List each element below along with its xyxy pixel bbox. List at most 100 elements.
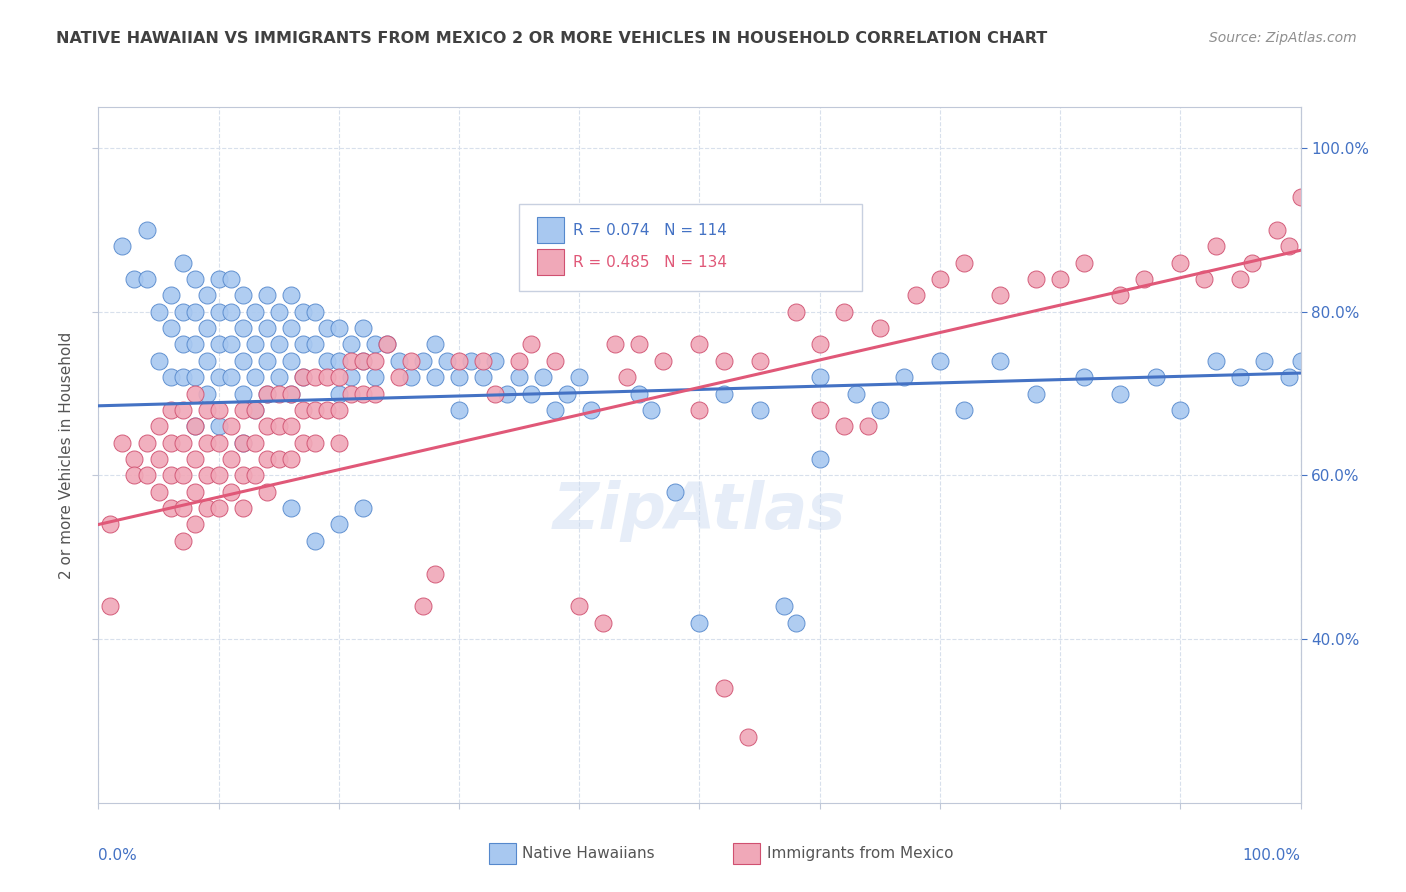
Point [232,501,254,516]
Point [280,501,302,516]
Point [748,353,770,368]
Point [845,386,868,401]
Point [183,370,205,384]
Point [447,353,470,368]
Point [256,386,278,401]
Point [243,337,266,351]
Point [291,337,314,351]
Point [605,206,627,220]
Point [256,386,278,401]
Point [243,304,266,318]
Point [280,353,302,368]
Point [195,386,218,401]
Point [689,403,711,417]
Point [159,501,181,516]
Point [208,304,231,318]
Point [713,353,735,368]
Point [1289,353,1312,368]
Point [447,370,470,384]
Point [232,321,254,335]
Point [280,386,302,401]
Point [256,288,278,302]
Point [219,304,242,318]
Point [1073,370,1095,384]
Point [219,337,242,351]
Point [208,435,231,450]
Point [267,452,290,467]
Point [832,419,855,434]
Point [280,386,302,401]
Point [520,386,543,401]
Point [195,403,218,417]
Text: NATIVE HAWAIIAN VS IMMIGRANTS FROM MEXICO 2 OR MORE VEHICLES IN HOUSEHOLD CORREL: NATIVE HAWAIIAN VS IMMIGRANTS FROM MEXIC… [56,31,1047,46]
Point [808,370,831,384]
Point [555,386,578,401]
Point [159,435,181,450]
Point [1265,223,1288,237]
Point [904,288,927,302]
Point [832,304,855,318]
Text: 100.0%: 100.0% [1243,848,1301,863]
Point [1025,386,1047,401]
Point [256,419,278,434]
Text: Native Hawaiians: Native Hawaiians [522,847,654,861]
Point [172,533,194,548]
Point [148,304,170,318]
Point [232,353,254,368]
Point [352,321,374,335]
Point [267,386,290,401]
Point [808,452,831,467]
FancyBboxPatch shape [537,249,564,276]
Point [135,272,157,286]
Point [388,370,411,384]
Point [1109,288,1132,302]
Point [111,239,134,253]
Point [652,353,675,368]
Point [183,272,205,286]
Point [219,272,242,286]
Point [785,615,807,630]
Point [640,403,662,417]
Point [352,353,374,368]
Point [737,731,759,745]
Point [328,321,350,335]
Point [183,337,205,351]
Point [256,321,278,335]
Point [243,435,266,450]
Point [232,403,254,417]
Point [1289,190,1312,204]
Point [340,353,363,368]
Point [399,370,422,384]
Point [544,353,567,368]
Point [208,370,231,384]
Point [713,681,735,696]
Point [172,304,194,318]
Point [304,533,326,548]
Point [508,370,530,384]
Point [423,566,446,581]
Point [159,321,181,335]
Point [291,304,314,318]
Point [315,403,337,417]
Point [304,403,326,417]
Point [808,403,831,417]
Point [256,353,278,368]
Point [219,452,242,467]
Point [1025,272,1047,286]
Point [304,304,326,318]
Point [328,517,350,532]
Point [544,403,567,417]
Point [689,615,711,630]
Point [1170,255,1192,269]
Point [1205,353,1227,368]
Point [928,272,950,286]
Point [243,468,266,483]
FancyBboxPatch shape [733,843,759,864]
Point [352,353,374,368]
Point [195,435,218,450]
Point [1170,403,1192,417]
Point [340,370,363,384]
Point [1194,272,1216,286]
Point [953,403,976,417]
Point [496,386,519,401]
